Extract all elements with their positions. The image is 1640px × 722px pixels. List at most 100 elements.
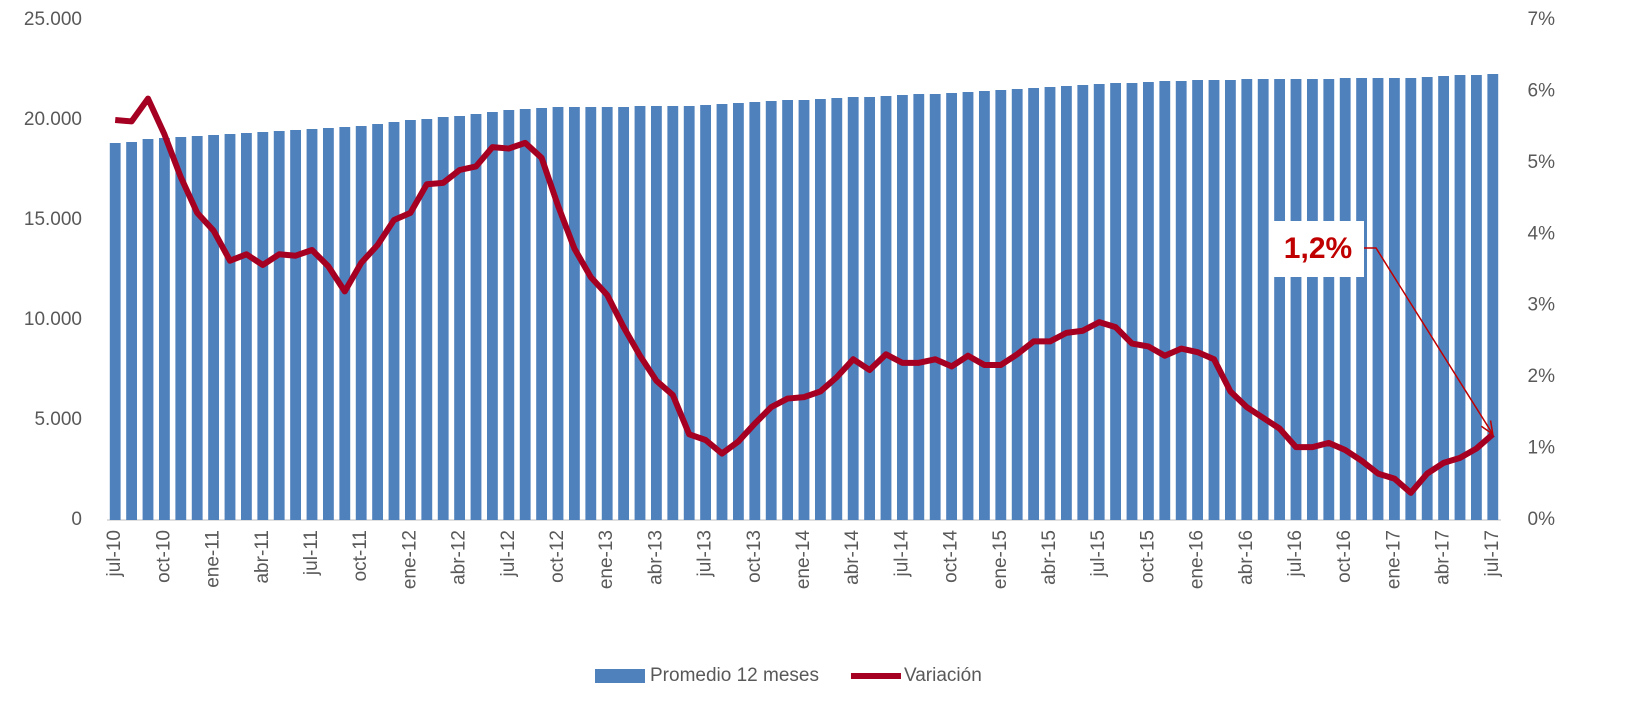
bar bbox=[1175, 81, 1187, 520]
annotation-box bbox=[1272, 221, 1364, 277]
y-tick-label: 5.000 bbox=[34, 409, 82, 430]
annotation-arrow bbox=[1364, 247, 1494, 435]
x-tick-label: abr-15 bbox=[1039, 530, 1060, 585]
y-tick-label: 25.000 bbox=[24, 9, 82, 30]
bar bbox=[421, 119, 433, 520]
bar bbox=[1306, 79, 1318, 520]
bar bbox=[618, 107, 630, 520]
bar bbox=[1077, 85, 1089, 520]
y-tick-label: 0 bbox=[71, 509, 82, 530]
y2-tick-label: 7% bbox=[1528, 9, 1556, 30]
x-tick-label: jul-17 bbox=[1482, 530, 1503, 577]
bar bbox=[1372, 78, 1384, 520]
bar bbox=[1274, 79, 1286, 520]
bar bbox=[913, 94, 925, 520]
bar bbox=[306, 129, 318, 520]
annotation-arrowhead bbox=[1480, 420, 1494, 436]
x-tick-label: jul-12 bbox=[498, 530, 519, 577]
bar bbox=[634, 106, 646, 520]
bar bbox=[683, 106, 695, 520]
bar bbox=[1470, 75, 1482, 520]
bar bbox=[978, 91, 990, 520]
bar bbox=[191, 136, 203, 520]
bar bbox=[388, 122, 400, 520]
x-tick-label: abr-16 bbox=[1236, 530, 1257, 585]
bar bbox=[847, 97, 859, 520]
bar bbox=[339, 127, 351, 520]
bar bbox=[667, 106, 679, 520]
bar bbox=[355, 126, 367, 520]
bar bbox=[782, 100, 794, 520]
bar bbox=[1126, 83, 1138, 520]
bar bbox=[831, 98, 843, 520]
bar bbox=[798, 100, 810, 520]
bar bbox=[929, 94, 941, 520]
bar bbox=[273, 131, 285, 520]
bar bbox=[765, 101, 777, 520]
bar bbox=[1044, 87, 1056, 520]
bar bbox=[880, 96, 892, 520]
bar bbox=[175, 137, 187, 520]
bar bbox=[1011, 89, 1023, 520]
bar bbox=[1208, 80, 1220, 520]
x-tick-label: oct-11 bbox=[350, 530, 371, 581]
annotation-text: 1,2% bbox=[1284, 232, 1352, 265]
bar bbox=[1388, 78, 1400, 520]
bar bbox=[1323, 79, 1335, 520]
y2-tick-label: 4% bbox=[1528, 223, 1556, 244]
bar bbox=[601, 107, 613, 520]
bar bbox=[109, 143, 121, 520]
bar bbox=[1093, 84, 1105, 520]
y2-tick-label: 5% bbox=[1528, 152, 1556, 173]
x-tick-label: jul-15 bbox=[1088, 530, 1109, 577]
bar bbox=[1142, 82, 1154, 520]
x-tick-label: abr-11 bbox=[252, 530, 273, 584]
bar bbox=[1454, 75, 1466, 520]
bar bbox=[1110, 83, 1122, 520]
bar bbox=[1060, 86, 1072, 520]
bar bbox=[1438, 76, 1450, 520]
bar bbox=[1405, 78, 1417, 520]
bar bbox=[1339, 78, 1351, 520]
legend-swatch bbox=[595, 669, 645, 683]
bar bbox=[1028, 88, 1040, 520]
bar bbox=[454, 116, 466, 520]
bar bbox=[1159, 81, 1171, 520]
bar bbox=[536, 108, 548, 520]
bar bbox=[962, 92, 974, 520]
x-tick-label: ene-15 bbox=[990, 530, 1011, 589]
bar bbox=[437, 117, 449, 520]
bar bbox=[142, 139, 154, 520]
x-tick-label: ene-11 bbox=[203, 530, 224, 588]
bar bbox=[896, 95, 908, 520]
bar bbox=[208, 135, 220, 520]
bar bbox=[995, 90, 1007, 520]
y2-tick-label: 0% bbox=[1528, 509, 1556, 530]
bar bbox=[864, 97, 876, 520]
x-tick-label: oct-10 bbox=[153, 530, 174, 583]
bar bbox=[700, 105, 712, 520]
x-tick-label: ene-13 bbox=[596, 530, 617, 589]
bar bbox=[1356, 78, 1368, 520]
bar bbox=[552, 107, 564, 520]
x-tick-label: ene-14 bbox=[793, 530, 814, 590]
x-tick-label: jul-13 bbox=[695, 530, 716, 577]
x-tick-label: ene-16 bbox=[1187, 530, 1208, 589]
bar bbox=[404, 120, 416, 520]
bar bbox=[1487, 74, 1499, 520]
x-tick-label: ene-12 bbox=[399, 530, 420, 589]
bar bbox=[1224, 80, 1236, 520]
bar bbox=[322, 128, 334, 520]
bar bbox=[224, 134, 236, 520]
bar bbox=[732, 103, 744, 520]
bar bbox=[470, 114, 482, 520]
x-tick-label: jul-16 bbox=[1285, 530, 1306, 577]
bar bbox=[290, 130, 302, 520]
bar bbox=[503, 110, 515, 520]
y2-tick-label: 6% bbox=[1528, 80, 1556, 101]
x-tick-label: oct-16 bbox=[1334, 530, 1355, 583]
bar bbox=[486, 112, 498, 520]
y-tick-label: 10.000 bbox=[24, 309, 82, 330]
